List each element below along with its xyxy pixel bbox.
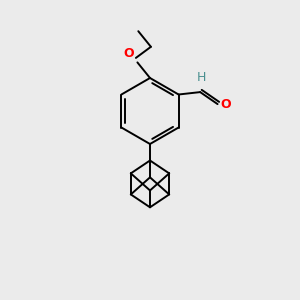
Text: H: H [197,71,206,84]
Text: O: O [220,98,231,111]
Text: O: O [123,47,134,60]
